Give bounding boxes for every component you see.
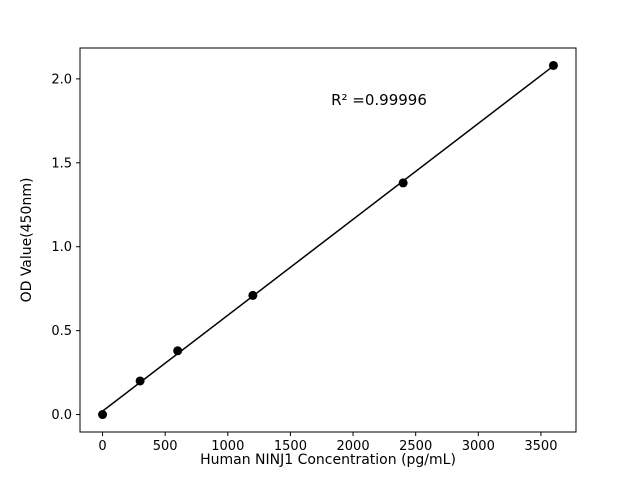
data-point	[548, 60, 558, 70]
y-axis-label: OD Value(450nm)	[19, 177, 35, 303]
data-point	[98, 410, 108, 420]
x-tick-label: 1000	[211, 439, 244, 454]
y-tick-label: 1.0	[51, 240, 72, 255]
y-tick-label: 1.5	[51, 156, 72, 171]
x-axis-label: Human NINJ1 Concentration (pg/mL)	[200, 452, 456, 468]
x-tick-label: 3000	[462, 439, 495, 454]
x-tick-label: 2000	[337, 439, 370, 454]
data-point	[173, 346, 183, 356]
y-tick-label: 0.0	[51, 408, 72, 423]
x-tick-label: 0	[98, 439, 106, 454]
fit-line	[102, 65, 554, 412]
data-point	[135, 376, 145, 386]
y-tick-label: 0.5	[51, 324, 72, 339]
x-tick-label: 2500	[399, 439, 432, 454]
y-tick-label: 2.0	[51, 72, 72, 87]
r-squared-annotation: R² =0.99996	[331, 91, 427, 109]
data-point	[398, 178, 408, 188]
x-tick-label: 1500	[274, 439, 307, 454]
data-point	[248, 290, 258, 300]
x-tick-label: 500	[153, 439, 178, 454]
x-tick-label: 3500	[524, 439, 557, 454]
plot-border	[79, 47, 577, 433]
